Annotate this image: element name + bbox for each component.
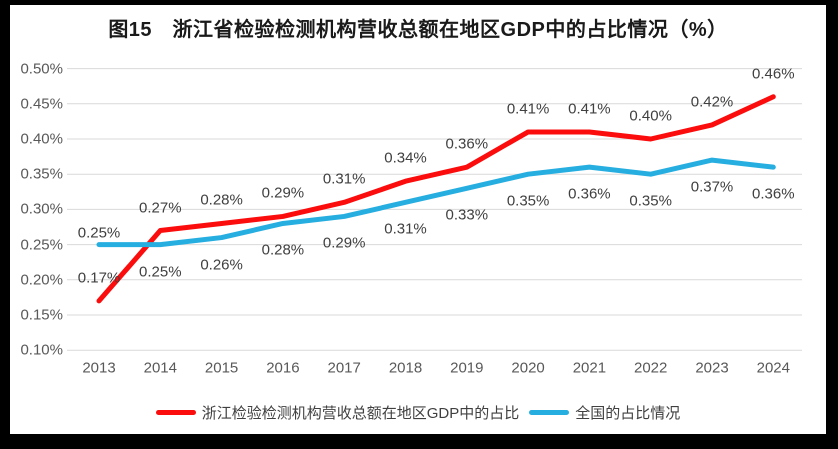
data-label: 0.46% <box>752 65 795 83</box>
y-axis-tick-label: 0.10% <box>20 341 63 359</box>
x-axis-tick-label: 2022 <box>634 359 668 377</box>
data-label: 0.34% <box>384 149 427 167</box>
data-label: 0.36% <box>568 185 611 203</box>
data-label: 0.28% <box>261 241 305 259</box>
x-axis-tick-label: 2017 <box>327 359 361 377</box>
data-label: 0.41% <box>506 100 550 118</box>
data-label: 0.31% <box>322 170 366 188</box>
x-axis-tick-label: 2021 <box>572 359 607 377</box>
x-axis-tick-label: 2013 <box>82 359 116 377</box>
chart-legend: 浙江检验检测机构营收总额在地区GDP中的占比 全国的占比情况 <box>10 401 826 423</box>
series-line-0 <box>96 94 776 304</box>
y-axis-tick-label: 0.25% <box>20 236 63 254</box>
x-axis-tick-label: 2020 <box>511 359 545 377</box>
chart-title: 图15 浙江省检验检测机构营收总额在地区GDP中的占比情况（%） <box>108 19 728 41</box>
data-label: 0.25% <box>139 263 182 281</box>
x-axis-tick-label: 2016 <box>266 359 300 377</box>
data-label: 0.42% <box>690 93 734 111</box>
legend-item-1: 全国的占比情况 <box>529 402 680 423</box>
x-axis-tick-label: 2023 <box>695 359 729 377</box>
data-label: 0.41% <box>568 100 611 118</box>
data-label: 0.26% <box>200 256 243 274</box>
x-axis-tick-label: 2018 <box>388 359 423 377</box>
data-label: 0.27% <box>139 199 182 217</box>
x-axis-tick-label: 2015 <box>204 359 239 377</box>
data-label: 0.40% <box>629 107 672 125</box>
data-label: 0.36% <box>752 185 795 203</box>
data-label: 0.29% <box>261 184 305 202</box>
data-label: 0.31% <box>384 220 427 238</box>
chart-svg <box>67 68 802 351</box>
data-label: 0.17% <box>77 269 121 287</box>
x-axis-tick-label: 2014 <box>143 359 177 377</box>
y-axis-tick-label: 0.20% <box>20 271 63 289</box>
data-label: 0.35% <box>506 192 550 210</box>
data-label: 0.25% <box>77 224 121 242</box>
y-axis-tick-label: 0.45% <box>20 95 63 113</box>
legend-item-0: 浙江检验检测机构营收总额在地区GDP中的占比 <box>155 402 520 423</box>
y-axis-tick-label: 0.35% <box>20 165 63 183</box>
y-axis-tick-label: 0.40% <box>20 130 63 148</box>
series-line-1 <box>96 157 776 248</box>
legend-swatch-icon <box>529 409 570 415</box>
chart-figure: 图15 浙江省检验检测机构营收总额在地区GDP中的占比情况（%） 浙江检验检测机… <box>10 5 826 434</box>
x-axis-tick-label: 2019 <box>450 359 484 377</box>
y-axis-tick-label: 0.30% <box>20 200 63 218</box>
legend-label: 全国的占比情况 <box>575 404 681 422</box>
y-axis-tick-label: 0.50% <box>20 60 63 78</box>
y-axis-tick-label: 0.15% <box>20 306 63 324</box>
data-label: 0.28% <box>200 191 243 209</box>
data-label: 0.29% <box>322 234 366 252</box>
legend-label: 浙江检验检测机构营收总额在地区GDP中的占比 <box>201 404 520 422</box>
data-label: 0.37% <box>690 178 734 196</box>
data-label: 0.36% <box>445 135 489 153</box>
legend-swatch-icon <box>155 409 196 415</box>
x-axis-tick-label: 2024 <box>756 359 790 377</box>
data-label: 0.33% <box>445 206 489 224</box>
data-label: 0.35% <box>629 192 672 210</box>
